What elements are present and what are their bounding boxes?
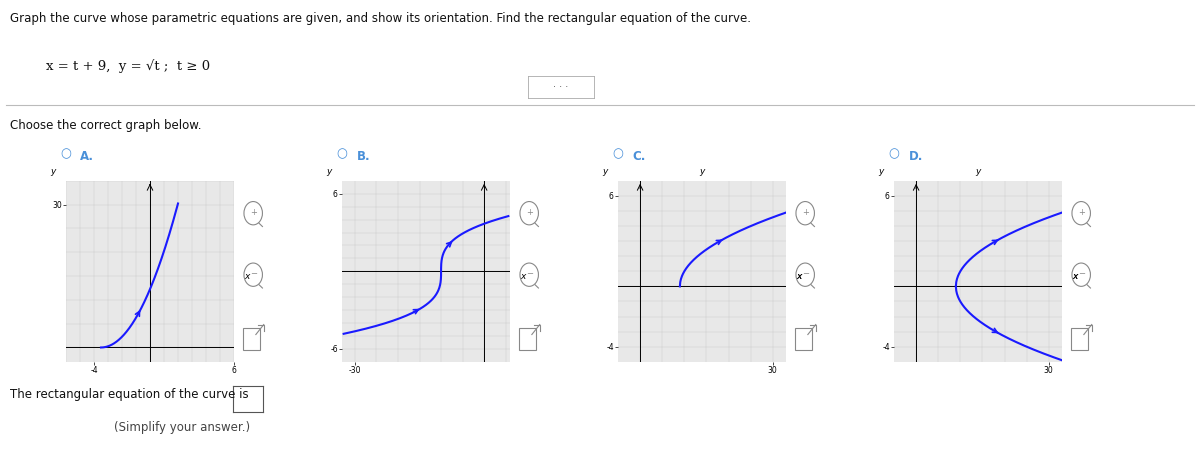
Text: −: − — [802, 269, 809, 278]
Text: y: y — [602, 167, 607, 176]
Text: +: + — [526, 208, 533, 217]
Text: ○: ○ — [336, 148, 347, 160]
Text: +: + — [250, 208, 257, 217]
Text: −: − — [526, 269, 533, 278]
Text: B.: B. — [356, 150, 370, 163]
FancyBboxPatch shape — [518, 328, 535, 349]
Text: x: x — [1072, 272, 1078, 281]
Text: x = t + 9,  y = √t ;  t ≥ 0: x = t + 9, y = √t ; t ≥ 0 — [46, 60, 210, 73]
FancyBboxPatch shape — [794, 328, 812, 349]
Text: −: − — [250, 269, 257, 278]
Text: y: y — [326, 167, 331, 176]
Text: x: x — [1072, 272, 1078, 281]
FancyBboxPatch shape — [1070, 328, 1088, 349]
Text: Graph the curve whose parametric equations are given, and show its orientation. : Graph the curve whose parametric equatio… — [10, 12, 751, 25]
Text: y: y — [878, 167, 883, 176]
Text: D.: D. — [908, 150, 923, 163]
Text: ○: ○ — [612, 148, 623, 160]
Text: x: x — [796, 272, 802, 281]
Text: x: x — [520, 272, 526, 281]
Text: ○: ○ — [60, 148, 71, 160]
Text: · · ·: · · · — [553, 82, 569, 92]
Text: y: y — [976, 167, 980, 176]
Text: +: + — [802, 208, 809, 217]
Text: y: y — [50, 167, 55, 176]
Text: x: x — [796, 272, 802, 281]
FancyBboxPatch shape — [242, 328, 259, 349]
Text: (Simplify your answer.): (Simplify your answer.) — [114, 421, 250, 434]
Text: x: x — [244, 272, 250, 281]
Text: Choose the correct graph below.: Choose the correct graph below. — [10, 119, 202, 132]
Text: +: + — [1078, 208, 1085, 217]
Text: A.: A. — [80, 150, 95, 163]
Text: −: − — [1078, 269, 1085, 278]
Text: y: y — [700, 167, 704, 176]
Text: The rectangular equation of the curve is: The rectangular equation of the curve is — [10, 388, 252, 401]
Text: ○: ○ — [888, 148, 899, 160]
Text: C.: C. — [632, 150, 646, 163]
